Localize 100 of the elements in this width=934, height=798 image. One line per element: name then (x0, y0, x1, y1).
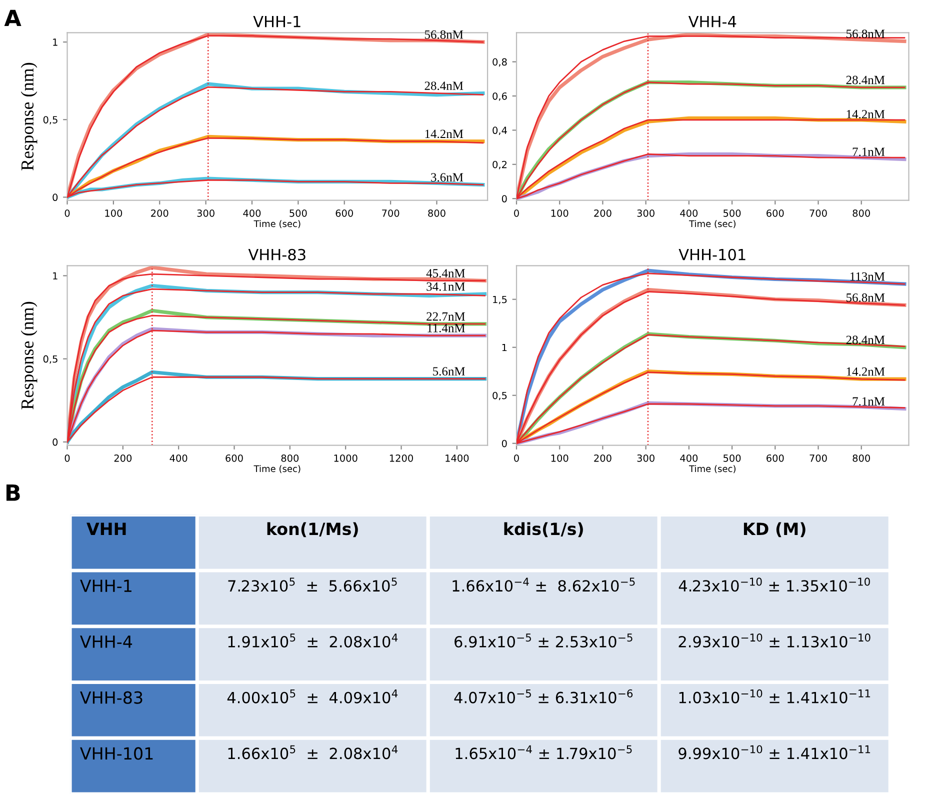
series-label: 22.7nM (426, 312, 465, 321)
x-tick-label: 400 (680, 454, 698, 462)
x-tick-label: 800 (852, 454, 870, 462)
x-tick-label: 0 (514, 209, 519, 217)
x-axis-title: Time (sec) (689, 220, 736, 228)
x-tick-label: 0 (64, 454, 70, 462)
series-label: 56.8nM (846, 30, 885, 38)
text: A (4, 10, 22, 26)
x-tick-label: 700 (382, 209, 400, 217)
series-label: 56.8nM (846, 293, 885, 302)
series-label: 7.1nM (852, 148, 885, 156)
text: 2.93x10$^{−10}$ ± 1.13x10$^{−10}$ (678, 634, 870, 648)
category-label: VHH-83 (80, 691, 142, 704)
y-tick-label: 0,5 (43, 116, 58, 124)
x-tick-label: 200 (151, 209, 168, 217)
series-label: 14.2nM (425, 130, 464, 138)
text: 1.91x10$^{5}$ ± 2.08x10$^{4}$ (228, 634, 398, 648)
x-tick-label: 1200 (390, 454, 413, 462)
y-tick-label: 0,5 (492, 392, 507, 400)
x-tick-label: 0 (514, 454, 519, 462)
x-tick-label: 600 (336, 209, 353, 217)
chart-title: VHH-4 (688, 16, 736, 28)
series-label: 3.6nM (431, 173, 464, 182)
x-tick-label: 600 (226, 454, 243, 462)
text: 1.66x10$^{−4}$ ± 8.62x10$^{−5}$ (452, 578, 635, 592)
x-tick-label: 800 (852, 209, 870, 217)
y-tick-label: 0,5 (43, 355, 58, 364)
category-label: VHH-4 (80, 636, 132, 648)
series-label: 28.4nM (846, 336, 885, 344)
y-tick-label: 1 (502, 344, 507, 352)
x-axis-title: Time (sec) (689, 465, 736, 474)
series-label: 5.6nM (433, 367, 465, 376)
x-tick-label: 100 (551, 209, 568, 217)
x-tick-label: 200 (594, 209, 612, 217)
x-tick-label: 1000 (334, 454, 358, 462)
y-tick-label: 0,8 (492, 58, 507, 67)
x-tick-label: 600 (766, 454, 784, 462)
series-label: 14.2nM (846, 367, 885, 376)
x-tick-label: 1400 (446, 454, 469, 462)
y-tick-label: 0,4 (492, 126, 507, 136)
series-label: 11.4nM (428, 324, 465, 332)
text: 1.65x10$^{−4}$ ± 1.79x10$^{−5}$ (456, 745, 632, 760)
y-axis-title: Response (nm) (20, 302, 38, 410)
series-label: 56.8nM (424, 30, 464, 39)
y-tick-label: 0 (52, 438, 58, 446)
x-tick-label: 600 (766, 209, 784, 217)
y-tick-label: 0,2 (492, 160, 506, 170)
x-tick-label: 800 (428, 209, 446, 217)
y-tick-label: 1,5 (493, 296, 507, 304)
x-tick-label: 100 (551, 454, 568, 462)
text: B (6, 484, 20, 501)
chart-title: VHH-101 (678, 248, 746, 260)
text: 4.23x10$^{−10}$ ± 1.35x10$^{−10}$ (678, 578, 870, 592)
series-label: 34.1nM (426, 282, 465, 291)
x-tick-label: 500 (724, 209, 741, 217)
y-tick-label: 0,6 (492, 92, 507, 101)
text: 4.07x10$^{−5}$ ± 6.31x10$^{−6}$ (454, 689, 633, 704)
x-tick-label: 400 (170, 454, 188, 462)
y-axis-title: Response (nm) (20, 62, 38, 170)
series-label: 28.4nM (424, 82, 464, 90)
text: 7.23x10$^{5}$ ± 5.66x10$^{5}$ (228, 578, 397, 592)
text: 6.91x10$^{−5}$ ± 2.53x10$^{−5}$ (454, 634, 632, 648)
x-tick-label: 400 (680, 209, 698, 217)
category-label: kon(1/Ms) (267, 522, 358, 538)
category-label: VHH (86, 522, 126, 535)
category-label: kdis(1/s) (504, 522, 583, 538)
series-label: 113nM (850, 272, 885, 281)
x-tick-label: 800 (281, 454, 299, 462)
y-tick-label: 0 (502, 440, 507, 448)
y-tick-label: 1 (53, 272, 58, 280)
x-tick-label: 200 (114, 454, 132, 462)
chart-title: VHH-83 (248, 248, 306, 260)
x-tick-label: 300 (637, 209, 654, 217)
x-tick-label: 700 (810, 209, 827, 217)
x-tick-label: 300 (197, 209, 214, 217)
x-axis-title: Time (sec) (254, 220, 300, 228)
x-tick-label: 0 (64, 209, 70, 217)
chart-title: VHH-1 (253, 16, 300, 28)
y-tick-label: 1 (53, 38, 58, 46)
text: 9.99x10$^{−10}$ ± 1.41x10$^{−11}$ (678, 745, 870, 760)
category-label: VHH-1 (80, 580, 132, 592)
x-tick-label: 100 (105, 209, 122, 217)
category-label: KD (M) (744, 522, 806, 538)
x-tick-label: 500 (290, 209, 307, 217)
series-label: 45.4nM (426, 269, 465, 278)
x-axis-title: Time (sec) (254, 465, 300, 474)
y-tick-label: 0 (52, 194, 58, 202)
category-label: VHH-101 (80, 747, 153, 760)
y-tick-label: 0 (502, 195, 507, 202)
series-label: 28.4nM (846, 76, 885, 84)
series-label: 14.2nM (846, 110, 885, 118)
text: 1.03x10$^{−10}$ ± 1.41x10$^{−11}$ (679, 689, 870, 704)
x-tick-label: 400 (243, 209, 261, 217)
text: 1.66x10$^{5}$ ± 2.08x10$^{4}$ (228, 745, 398, 760)
series-label: 7.1nM (852, 397, 885, 406)
x-tick-label: 200 (594, 454, 612, 462)
x-tick-label: 500 (724, 454, 741, 462)
x-tick-label: 300 (637, 454, 654, 462)
x-tick-label: 700 (810, 454, 827, 462)
text: 4.00x10$^{5}$ ± 4.09x10$^{4}$ (227, 690, 398, 704)
